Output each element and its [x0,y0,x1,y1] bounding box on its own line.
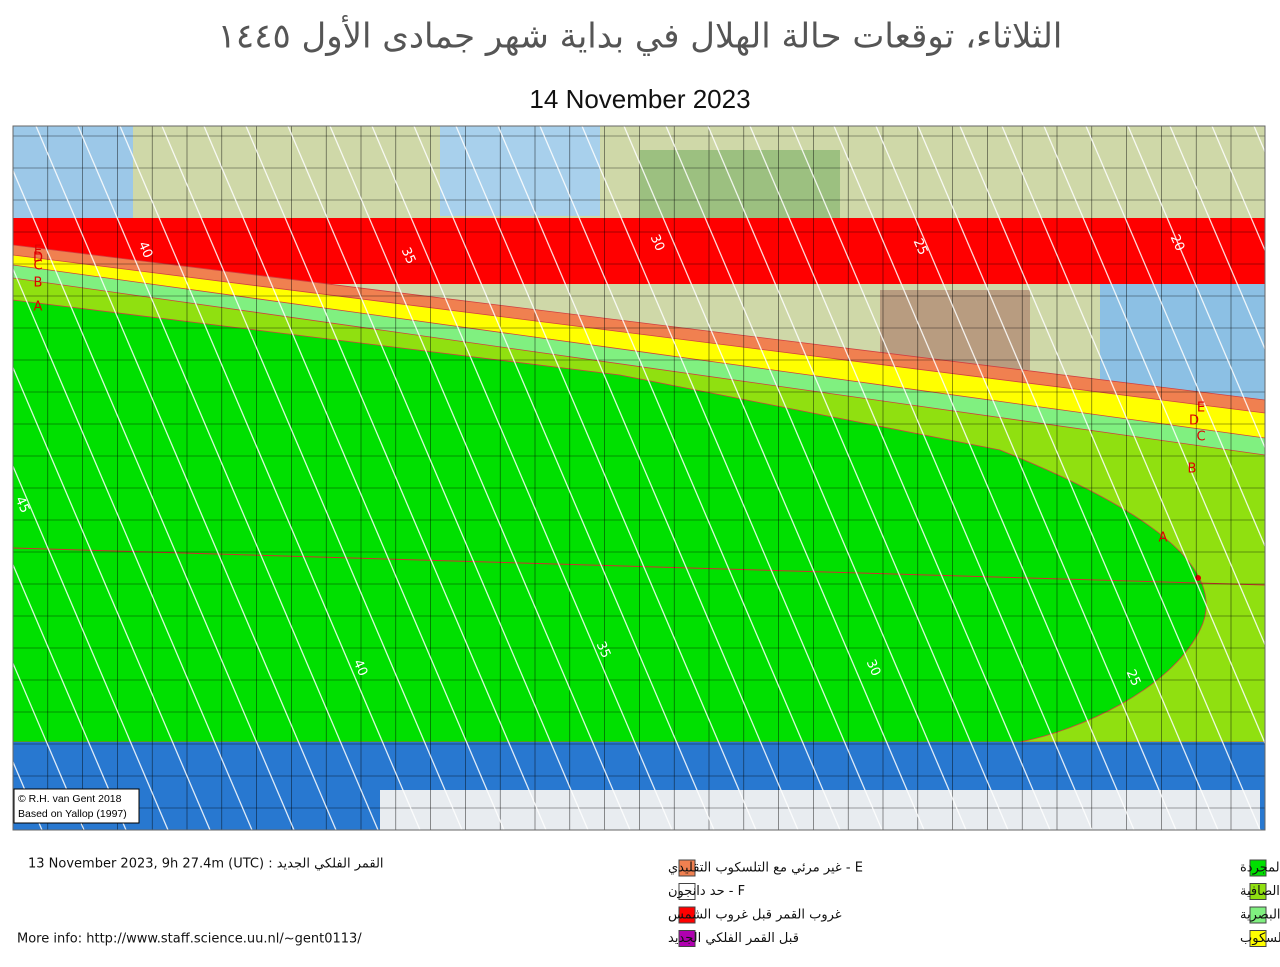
contour-line [161,126,463,830]
contour-line [959,126,1261,830]
contour-line [13,168,295,830]
zone-label: E [1197,401,1205,416]
legend-label: F - حد دانجون [668,884,745,899]
contour-line [875,126,1177,830]
contour-line [371,126,673,830]
contour-line [13,563,127,830]
zone-label: D [1189,414,1199,429]
contour-line [749,126,1051,830]
contour-line [455,126,757,830]
contour-line [917,126,1219,830]
zone-label: B [34,276,43,291]
contour-line [1085,126,1265,548]
contour-line [581,126,883,830]
contour-line [665,126,967,830]
contour-line [539,126,841,830]
contour-line [1127,126,1265,450]
contour-label: 25 [1123,667,1143,688]
contour-label: 40 [350,657,370,678]
contour-line [245,126,547,830]
contour-line [1043,126,1265,647]
zone-label: A [1159,531,1168,546]
contour-line [13,366,211,830]
contour-label: 25 [910,236,930,257]
terrain-green [640,150,840,230]
contour-label: 30 [647,232,667,253]
legend-swatch [1249,883,1267,900]
moon-point [1195,575,1201,581]
zone-label: C [1196,430,1205,445]
contour-line [329,126,631,830]
contour-line [13,267,253,830]
contour-line [203,126,505,830]
map-border [12,125,1266,831]
credit: Based on Yallop (1997) [18,808,127,820]
zone-label: B [1188,462,1197,477]
zone-label: E [34,244,42,259]
contour-line [791,126,1093,830]
legend-swatch [678,906,696,924]
contour-line [623,126,925,830]
contour-label: 30 [863,657,883,678]
contour-label: 45 [12,494,32,515]
legend-swatch [1249,930,1267,947]
legend-label: قبل القمر الفلكي الجديد [668,931,799,946]
title: الثلاثاء، توقعات حالة الهلال في بداية شه… [218,15,1063,57]
zone-label: D [33,251,43,266]
zone-a [13,299,1207,743]
ocean [440,126,600,216]
contour-line [833,126,1135,830]
contour-line [77,126,379,830]
legend-label: غروب القمر قبل غروب الشمس [668,908,842,923]
contour-line [707,126,1009,830]
legend-swatch [678,859,696,877]
legend-label: A - يمكن رؤية الهلال بالعين المجردة [1240,861,1280,876]
zone-label: C [33,259,42,274]
contour-line [287,126,589,830]
new-moon: 13 November 2023, 9h 27.4m (UTC) : القمر… [28,857,384,872]
more-info: More info: http://www.staff.science.uu.n… [17,932,362,947]
contour-line [13,661,85,830]
legend-label: E - غير مرئي مع التلسكوب التقليدي [668,861,863,876]
credit: © R.H. van Gent 2018 [18,793,122,805]
date: 14 November 2023 [529,84,750,114]
legend-label: B - يمكن رؤية الهلال بالعين المجردة اذا … [1240,884,1280,899]
contour-line [497,126,799,830]
zone-label: A [34,300,43,315]
legend-label: C - يمكن رؤية الهلال بالعين المجردة بعد … [1240,908,1280,923]
contour-line [119,126,421,830]
legend-swatch [1249,906,1267,924]
legend-swatch [678,883,696,900]
contour-line [35,126,337,830]
legend-swatch [678,930,696,947]
contour-label: 20 [1167,232,1187,253]
contour-line [1211,126,1265,253]
contour-line [1169,126,1265,351]
credit-box [13,788,140,824]
legend-label: D - يمكن رؤية الهلال بالتلسكوب [1240,931,1280,946]
contour-line [1001,126,1265,745]
contour-label: 35 [593,639,613,660]
contour-label: 35 [398,245,418,266]
contour-label: 40 [135,239,155,260]
contour-line [413,126,715,830]
antarctica [380,790,1260,830]
legend-swatch [1249,859,1267,877]
contour-line [13,464,169,830]
